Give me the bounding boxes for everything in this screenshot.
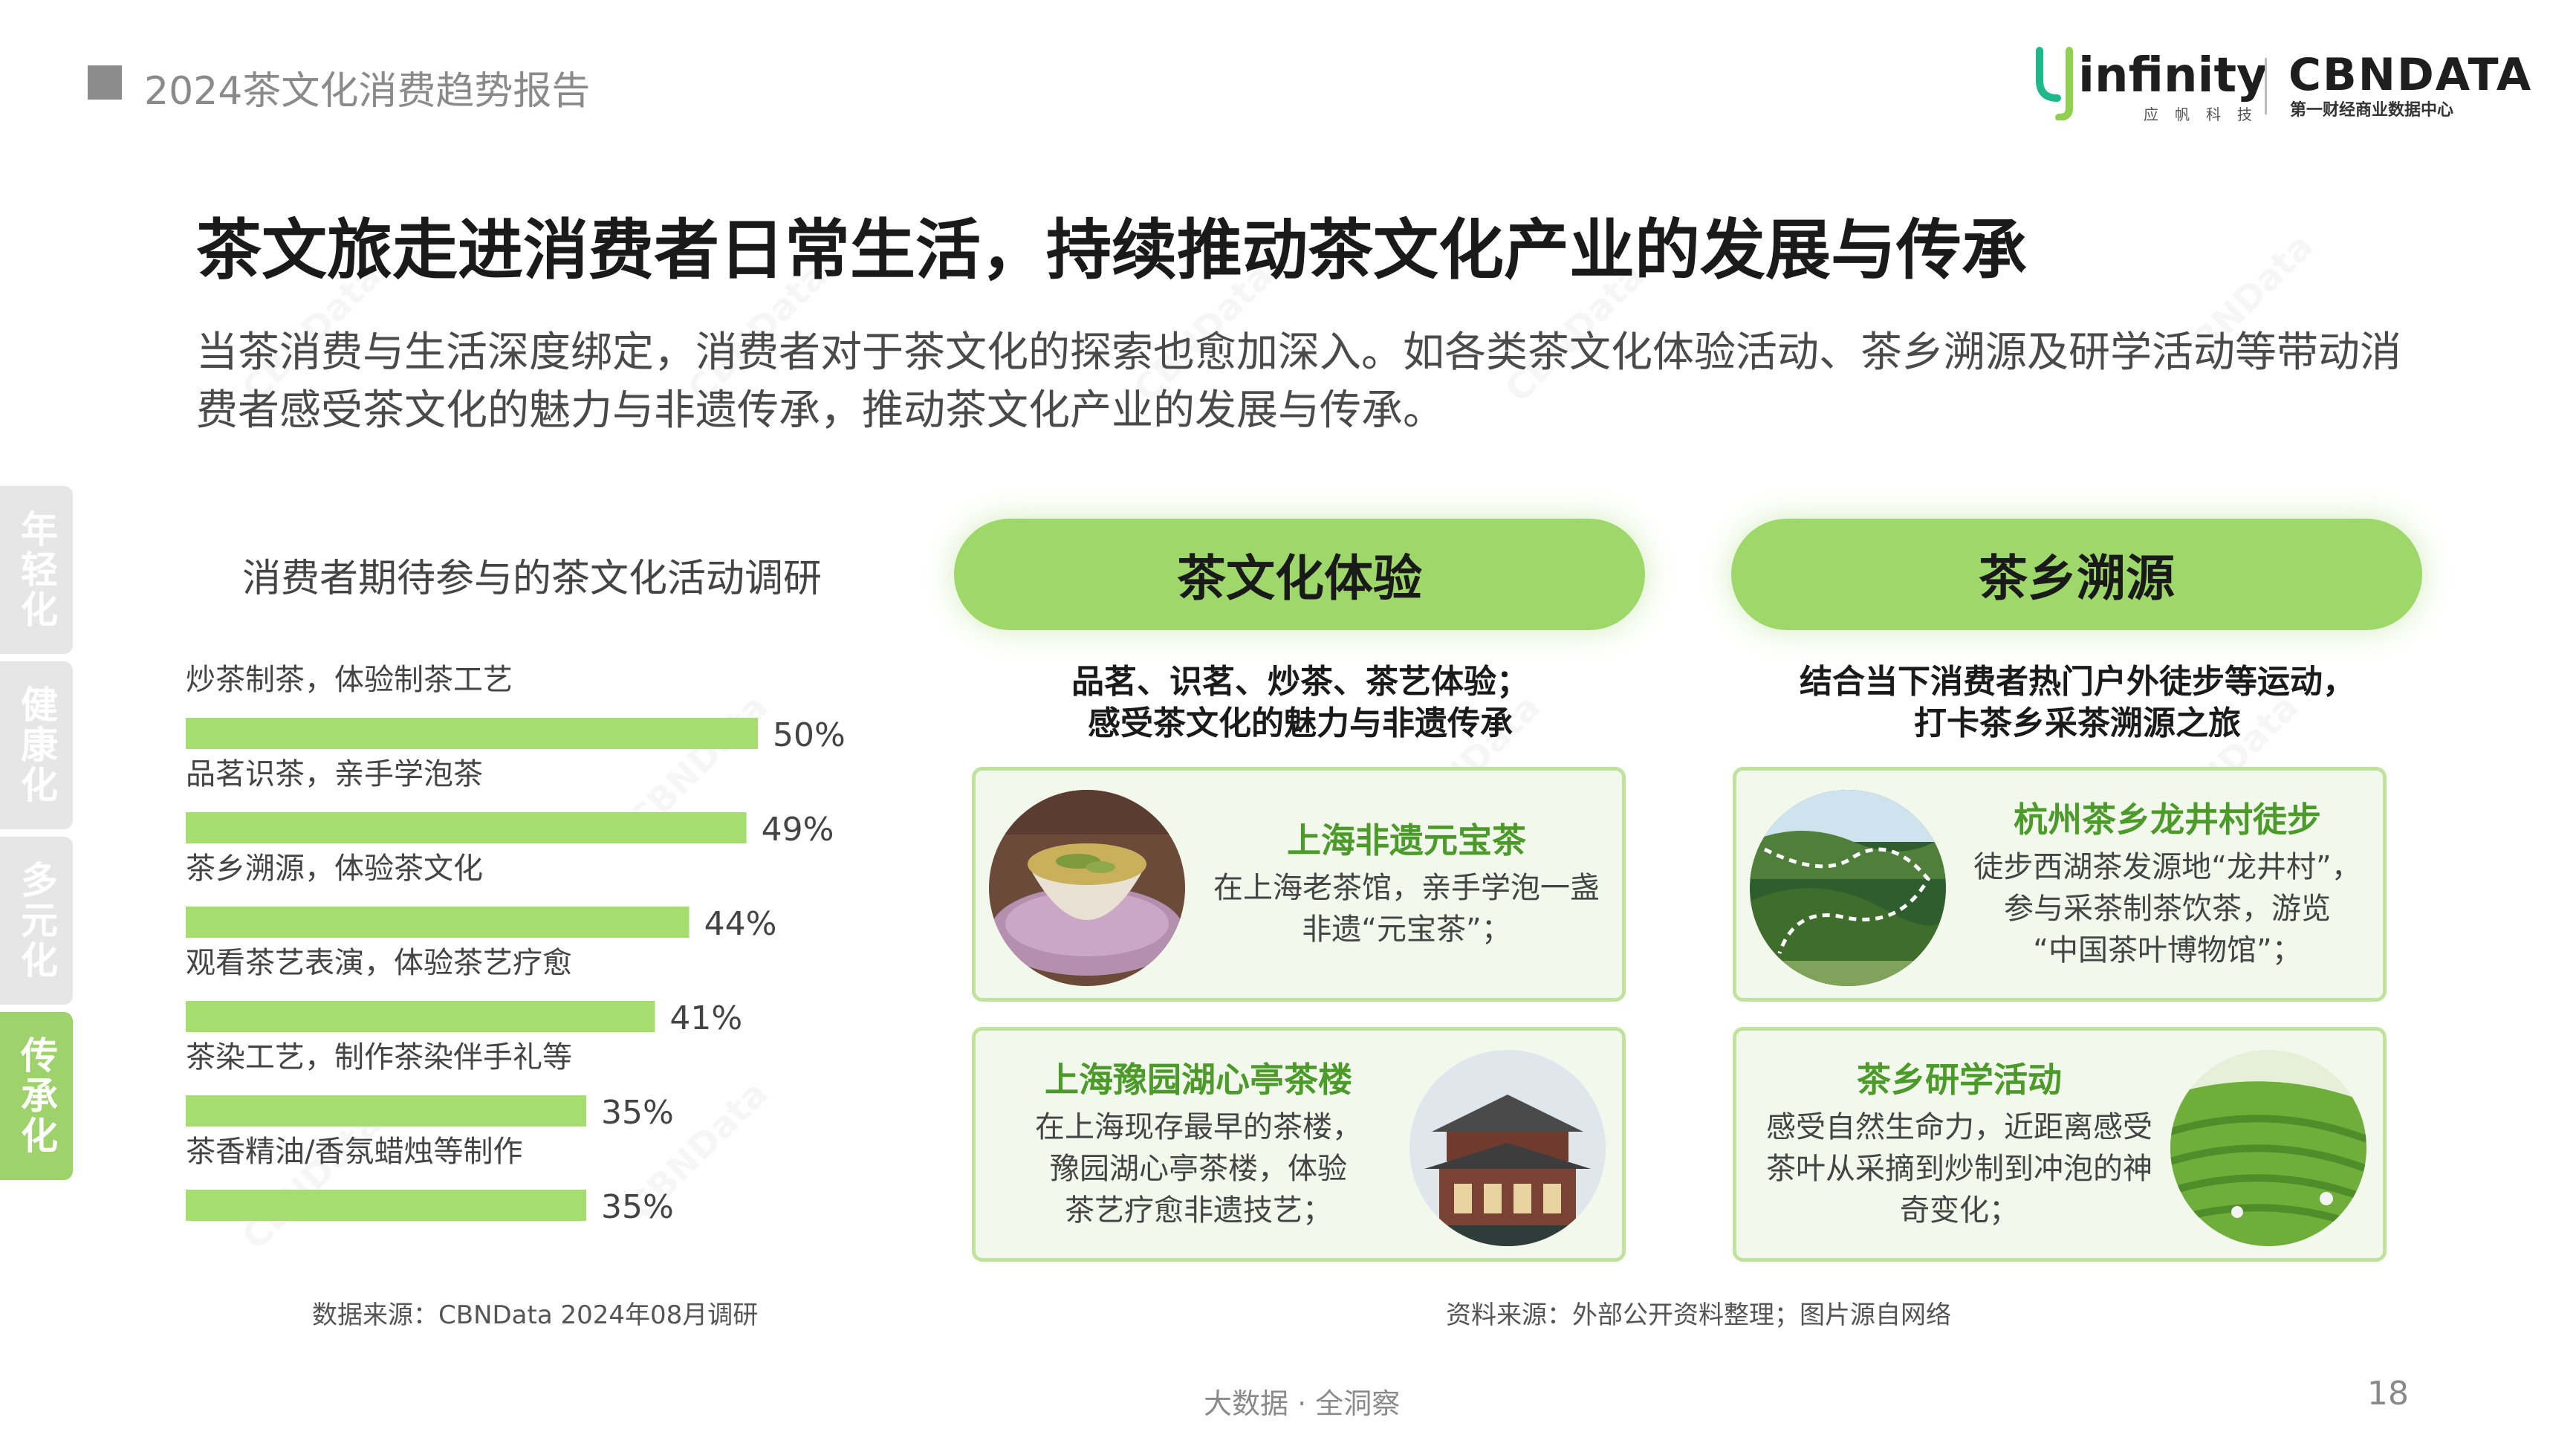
pill-tea-origin-tracing: 茶乡溯源 <box>1731 519 2422 630</box>
bar-value-label: 50% <box>773 716 846 754</box>
bar <box>186 1095 586 1127</box>
bar-category-label: 茶乡溯源，体验茶文化 <box>186 852 483 886</box>
column-description-right: 结合当下消费者热门户外徒步等运动， 打卡茶乡采茶溯源之旅 <box>1706 661 2449 745</box>
hiking-map-photo-icon <box>1750 790 1946 986</box>
card-body-line: 徒步西湖茶发源地“龙井村”， <box>1973 850 2361 884</box>
card-title: 杭州茶乡龙井村徒步 <box>2014 800 2321 840</box>
card-yuanbao-tea: 上海非遗元宝茶 在上海老茶馆，亲手学泡一盏 非遗“元宝茶”； <box>972 767 1626 1002</box>
source-left: 数据来源：CBNData 2024年08月调研 <box>312 1300 759 1330</box>
card-body-line: 参与采茶制茶饮茶，游览 <box>2004 892 2331 926</box>
pill-label: 茶乡溯源 <box>1979 550 2175 607</box>
side-tab-diverse[interactable]: 多元化 <box>0 837 73 1005</box>
logo-divider <box>2265 58 2267 114</box>
cbndata-subtitle: 第一财经商业数据中心 <box>2290 101 2454 120</box>
card-body: 徒步西湖茶发源地“龙井村”， 参与采茶制茶饮茶，游览 “中国茶叶博物馆”； <box>1959 846 2375 971</box>
pill-tea-culture-experience: 茶文化体验 <box>954 519 1645 630</box>
report-title: 2024茶文化消费趋势报告 <box>144 69 591 114</box>
bar <box>186 1190 586 1221</box>
bar-value-label: 41% <box>669 999 742 1037</box>
infinity-wordmark: infinity <box>2078 48 2268 103</box>
bar-value-label: 44% <box>704 905 777 943</box>
tea-garden-photo-icon <box>2170 1050 2366 1246</box>
footer-tagline: 大数据 · 全洞察 <box>1204 1387 1401 1420</box>
side-tab-label: 传承化 <box>15 1036 58 1156</box>
card-title: 上海豫园湖心亭茶楼 <box>1045 1060 1352 1100</box>
card-body-line: 感受自然生命力，近距离感受 <box>1766 1110 2152 1144</box>
side-tab-heritage[interactable]: 传承化 <box>0 1012 73 1180</box>
bar-category-label: 茶香精油/香氛蜡烛等制作 <box>186 1135 522 1169</box>
side-tab-label: 年轻化 <box>15 510 58 630</box>
pill-label: 茶文化体验 <box>1177 550 1422 607</box>
tea-cup-photo-icon <box>989 790 1185 986</box>
source-right: 资料来源：外部公开资料整理；图片源自网络 <box>1446 1300 1951 1330</box>
side-tab-health[interactable]: 健康化 <box>0 661 73 829</box>
desc-line: 品茗、识茗、炒茶、茶艺体验； <box>1071 663 1529 701</box>
infinity-logo: infinity 应帆科技 <box>2032 46 2268 123</box>
card-body-line: 豫园湖心亭茶楼，体验 <box>1050 1152 1347 1186</box>
bar-value-label: 49% <box>762 811 834 849</box>
bar-category-label: 品茗识茶，亲手学泡茶 <box>186 757 483 791</box>
chart-title: 消费者期待参与的茶文化活动调研 <box>242 557 823 601</box>
card-text: 杭州茶乡龙井村徒步 徒步西湖茶发源地“龙井村”， 参与采茶制茶饮茶，游览 “中国… <box>1959 771 2375 998</box>
column-description-left: 品茗、识茗、炒茶、茶艺体验； 感受茶文化的魅力与非遗传承 <box>929 661 1672 745</box>
card-body-line: 非遗“元宝茶”； <box>1302 912 1511 947</box>
card-body: 在上海现存最早的茶楼， 豫园湖心亭茶楼，体验 茶艺疗愈非遗技艺； <box>990 1106 1407 1231</box>
card-body: 感受自然生命力，近距离感受 茶叶从采摘到炒制到冲泡的神 奇变化； <box>1751 1106 2167 1231</box>
bar <box>186 907 690 938</box>
intro-paragraph: 当茶消费与生活深度绑定，消费者对于茶文化的探索也愈加深入。如各类茶文化体验活动、… <box>196 328 2401 435</box>
card-body-line: 奇变化； <box>1900 1193 2019 1228</box>
side-tab-youth[interactable]: 年轻化 <box>0 486 73 654</box>
card-body-line: “中国茶叶博物馆”； <box>2033 933 2302 967</box>
bar-category-label: 茶染工艺，制作茶染伴手礼等 <box>186 1040 572 1074</box>
bar-category-label: 观看茶艺表演，体验茶艺疗愈 <box>186 946 572 980</box>
card-title: 上海非遗元宝茶 <box>1287 820 1526 860</box>
bar-category-label: 炒茶制茶，体验制茶工艺 <box>186 663 513 697</box>
card-body-line: 茶艺疗愈非遗技艺； <box>1065 1193 1332 1228</box>
card-title: 茶乡研学活动 <box>1857 1060 2062 1100</box>
bar-value-label: 35% <box>601 1188 674 1226</box>
desc-line: 结合当下消费者热门户外徒步等运动， <box>1800 663 2355 701</box>
card-text: 上海非遗元宝茶 在上海老茶馆，亲手学泡一盏 非遗“元宝茶”； <box>1198 771 1615 998</box>
side-tabs: 年轻化 健康化 多元化 传承化 <box>0 486 73 1187</box>
side-tab-label: 多元化 <box>15 860 58 981</box>
card-text: 茶乡研学活动 感受自然生命力，近距离感受 茶叶从采摘到炒制到冲泡的神 奇变化； <box>1751 1031 2167 1258</box>
bar <box>186 1001 655 1032</box>
header-square-icon <box>88 65 122 100</box>
bar <box>186 812 747 843</box>
page-title: 茶文旅走进消费者日常生活，持续推动茶文化产业的发展与传承 <box>196 212 2028 288</box>
card-body-line: 在上海老茶馆，亲手学泡一盏 <box>1213 871 1600 905</box>
desc-line: 感受茶文化的魅力与非遗传承 <box>1088 704 1513 742</box>
card-text: 上海豫园湖心亭茶楼 在上海现存最早的茶楼， 豫园湖心亭茶楼，体验 茶艺疗愈非遗技… <box>990 1031 1407 1258</box>
card-huxinting-teahouse: 上海豫园湖心亭茶楼 在上海现存最早的茶楼， 豫园湖心亭茶楼，体验 茶艺疗愈非遗技… <box>972 1027 1626 1262</box>
infinity-y-icon <box>2032 46 2078 121</box>
cbndata-wordmark: CBNDATA <box>2288 49 2533 101</box>
side-tab-label: 健康化 <box>15 685 58 805</box>
card-body-line: 茶叶从采摘到炒制到冲泡的神 <box>1766 1152 2152 1186</box>
bar-value-label: 35% <box>601 1094 674 1132</box>
desc-line: 打卡茶乡采茶溯源之旅 <box>1914 704 2241 742</box>
card-body: 在上海老茶馆，亲手学泡一盏 非遗“元宝茶”； <box>1198 867 1615 950</box>
card-longjing-hiking: 杭州茶乡龙井村徒步 徒步西湖茶发源地“龙井村”， 参与采茶制茶饮茶，游览 “中国… <box>1733 767 2387 1002</box>
teahouse-pagoda-photo-icon <box>1409 1050 1606 1246</box>
bar <box>186 718 758 749</box>
page-number: 18 <box>2367 1375 2409 1413</box>
card-study-tour: 茶乡研学活动 感受自然生命力，近距离感受 茶叶从采摘到炒制到冲泡的神 奇变化； <box>1733 1027 2387 1262</box>
card-body-line: 在上海现存最早的茶楼， <box>1035 1110 1362 1144</box>
bar-chart: 炒茶制茶，体验制茶工艺 50% 品茗识茶，亲手学泡茶 49% 茶乡溯源，体验茶文化 44%… <box>186 663 846 1226</box>
infinity-subtitle: 应帆科技 <box>2144 106 2268 123</box>
